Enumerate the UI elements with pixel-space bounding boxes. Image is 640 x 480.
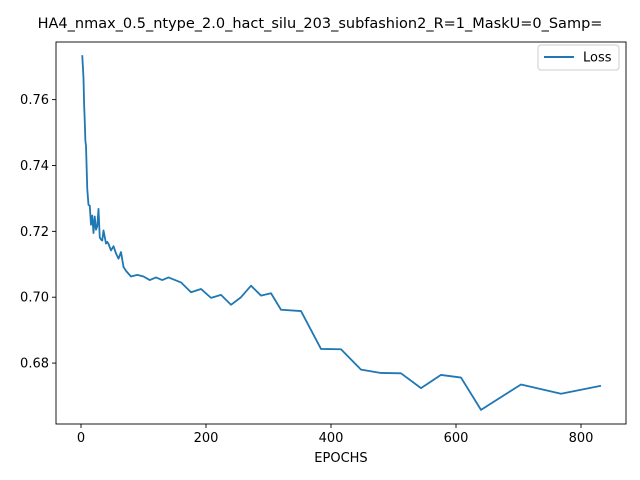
series-layer [81, 55, 602, 411]
y-axis-ticks: 0.68 0.70 0.72 0.74 0.76 [20, 93, 56, 372]
x-tick-label: 0 [77, 431, 85, 446]
x-tick-label: 800 [569, 431, 594, 446]
chart-title: HA4_nmax_0.5_ntype_2.0_hact_silu_203_sub… [38, 16, 603, 32]
legend: Loss [537, 44, 620, 71]
x-axis-ticks: 0 200 400 600 800 [77, 424, 594, 446]
x-axis-label: EPOCHS [314, 451, 367, 466]
y-tick-label: 0.76 [20, 93, 49, 108]
plot-frame [55, 41, 627, 425]
plot-area [56, 42, 626, 424]
legend-label-loss: Loss [583, 51, 612, 66]
x-tick-label: 400 [319, 431, 344, 446]
x-tick-label: 200 [194, 431, 219, 446]
legend-box [537, 44, 620, 71]
y-tick-label: 0.74 [20, 159, 49, 174]
y-tick-label: 0.68 [20, 357, 49, 372]
series-line-loss [81, 55, 602, 411]
y-tick-label: 0.70 [20, 291, 49, 306]
x-tick-label: 600 [444, 431, 469, 446]
y-tick-label: 0.72 [20, 225, 49, 240]
